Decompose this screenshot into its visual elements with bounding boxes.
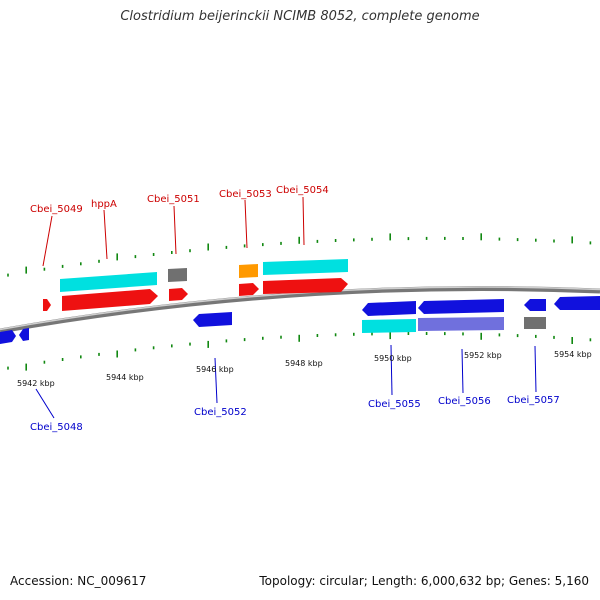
feature-cbei-5055-gene[interactable] — [362, 319, 416, 333]
leader-cbei-5054 — [302, 196, 305, 246]
leader-cbei-5057 — [534, 345, 537, 393]
feature-cbei-5049-cds[interactable] — [43, 299, 51, 311]
feature-cbei-5052-cds[interactable] — [193, 312, 232, 327]
leader-hppa — [103, 209, 108, 260]
genome-summary-text: Topology: circular; Length: 6,000,632 bp… — [259, 574, 589, 588]
feature-cbei-5056-misc[interactable] — [418, 317, 504, 331]
label-cbei-5054: Cbei_5054 — [276, 185, 329, 196]
feature-hppa-gene[interactable] — [60, 272, 157, 292]
feature-cbei-5055-cds[interactable] — [362, 301, 416, 316]
feature-cbei-5053-cds[interactable] — [239, 283, 259, 296]
map-title: Clostridium beijerinckii NCIMB 8052, com… — [120, 9, 480, 24]
outer-ticks — [7, 233, 592, 277]
label-cbei-5057: Cbei_5057 — [507, 395, 560, 406]
feature-cbei-5053-rna[interactable] — [239, 264, 258, 278]
label-cbei-5049: Cbei_5049 — [30, 204, 83, 215]
feature-cbei-5051-pseudo[interactable] — [168, 268, 187, 282]
feature-cbei-5048-cds[interactable] — [19, 328, 29, 341]
label-cbei-5053: Cbei_5053 — [219, 189, 272, 200]
feature-cbei-5057-cds[interactable] — [524, 299, 546, 311]
inner-ticks — [7, 332, 592, 371]
leader-cbei-5052 — [214, 357, 218, 404]
label-cbei-5052: Cbei_5052 — [194, 407, 247, 418]
leader-cbei-5049 — [42, 215, 53, 267]
scale-label-5954: 5954 kbp — [554, 350, 592, 359]
label-cbei-5056: Cbei_5056 — [438, 396, 491, 407]
genome-backbone — [0, 285, 600, 334]
leader-cbei-5056 — [461, 348, 464, 394]
scale-label-5944: 5944 kbp — [106, 373, 144, 382]
label-hppa: hppA — [91, 199, 117, 210]
feature-cbei-5056-cds[interactable] — [418, 299, 504, 314]
feature-cbei-5054-cds[interactable] — [263, 278, 348, 294]
leader-cbei-5055 — [390, 344, 393, 396]
label-cbei-5055: Cbei_5055 — [368, 399, 421, 410]
feature-cbei-5054-gene[interactable] — [263, 259, 348, 275]
scale-label-5952: 5952 kbp — [464, 351, 502, 360]
leader-cbei-5051 — [173, 205, 177, 255]
scale-label-5942: 5942 kbp — [17, 379, 55, 388]
leader-cbei-5048 — [35, 388, 55, 419]
leader-cbei-5053 — [244, 199, 248, 249]
scale-label-5950: 5950 kbp — [374, 354, 412, 363]
label-cbei-5048: Cbei_5048 — [30, 422, 83, 433]
feature-hppa-cds[interactable] — [62, 289, 158, 311]
accession-text: Accession: NC_009617 — [10, 574, 147, 588]
feature-cbei-5051-cds[interactable] — [169, 288, 188, 301]
scale-label-5946: 5946 kbp — [196, 365, 234, 374]
feature-right-edge-cds[interactable] — [554, 296, 600, 310]
scale-label-5948: 5948 kbp — [285, 359, 323, 368]
label-cbei-5051: Cbei_5051 — [147, 194, 200, 205]
feature-cbei-5057-pseudo[interactable] — [524, 317, 546, 329]
feature-left-edge-cds[interactable] — [0, 330, 16, 344]
